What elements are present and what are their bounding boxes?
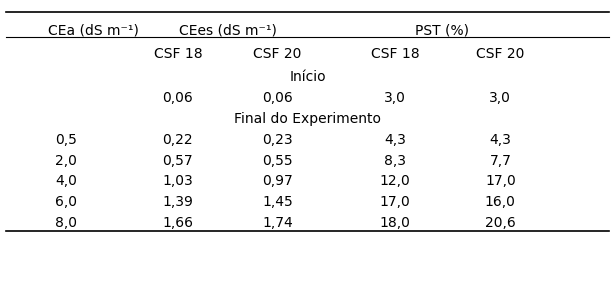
Text: Final do Experimento: Final do Experimento	[234, 112, 381, 126]
Text: 17,0: 17,0	[379, 195, 410, 209]
Text: 1,66: 1,66	[162, 216, 194, 230]
Text: 4,3: 4,3	[490, 133, 511, 147]
Text: CSF 18: CSF 18	[371, 47, 419, 61]
Text: CSF 20: CSF 20	[476, 47, 525, 61]
Text: 4,0: 4,0	[55, 174, 77, 189]
Text: 8,3: 8,3	[384, 153, 406, 168]
Text: 20,6: 20,6	[485, 216, 516, 230]
Text: 1,03: 1,03	[162, 174, 193, 189]
Text: 0,55: 0,55	[262, 153, 293, 168]
Text: Início: Início	[289, 70, 326, 84]
Text: 3,0: 3,0	[490, 91, 511, 105]
Text: 18,0: 18,0	[379, 216, 410, 230]
Text: 6,0: 6,0	[55, 195, 77, 209]
Text: 7,7: 7,7	[490, 153, 511, 168]
Text: 2,0: 2,0	[55, 153, 77, 168]
Text: CEa (dS m⁻¹): CEa (dS m⁻¹)	[49, 23, 139, 37]
Text: 0,06: 0,06	[162, 91, 193, 105]
Text: 12,0: 12,0	[379, 174, 410, 189]
Text: CEes (dS m⁻¹): CEes (dS m⁻¹)	[179, 23, 277, 37]
Text: 0,22: 0,22	[162, 133, 193, 147]
Text: 0,06: 0,06	[262, 91, 293, 105]
Text: 0,23: 0,23	[262, 133, 293, 147]
Text: 1,45: 1,45	[262, 195, 293, 209]
Text: 1,74: 1,74	[262, 216, 293, 230]
Text: CSF 20: CSF 20	[253, 47, 301, 61]
Text: 17,0: 17,0	[485, 174, 516, 189]
Text: CSF 18: CSF 18	[154, 47, 202, 61]
Text: 0,97: 0,97	[262, 174, 293, 189]
Text: 3,0: 3,0	[384, 91, 406, 105]
Text: 16,0: 16,0	[485, 195, 516, 209]
Text: 8,0: 8,0	[55, 216, 77, 230]
Text: 1,39: 1,39	[162, 195, 193, 209]
Text: PST (%): PST (%)	[415, 23, 469, 37]
Text: 4,3: 4,3	[384, 133, 406, 147]
Text: 0,57: 0,57	[162, 153, 193, 168]
Text: 0,5: 0,5	[55, 133, 77, 147]
